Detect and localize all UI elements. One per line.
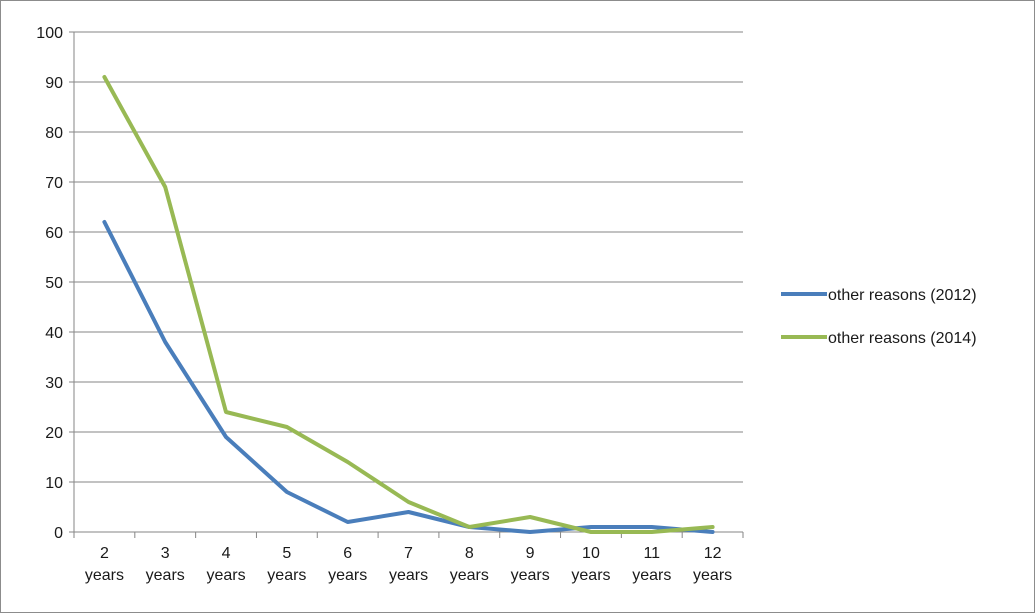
data-point [406,509,412,515]
data-point [527,529,533,535]
data-point [223,434,229,440]
x-tick-label: 6 years [328,545,367,584]
data-point [101,74,107,80]
x-tick-label: 8 years [450,545,489,584]
x-tick-label: 7 years [389,545,428,584]
y-tick-label: 20 [45,425,63,442]
x-tick-label: 4 years [206,545,245,584]
x-tick-label: 3 years [146,545,185,584]
x-tick-label: 12 years [693,545,732,584]
data-point [284,489,290,495]
legend-label-2: other reasons (2014) [828,330,977,347]
y-tick-label: 0 [54,525,63,542]
series-lines [101,74,716,535]
y-tick-label: 30 [45,375,63,392]
data-point [223,409,229,415]
y-tick-label: 70 [45,175,63,192]
x-tick-label: 10 years [571,545,610,584]
data-point [162,339,168,345]
data-point [710,524,716,530]
data-point [527,514,533,520]
data-point [345,519,351,525]
gridlines [74,31,743,483]
data-point [466,524,472,530]
x-tick-label: 2 years [85,545,124,584]
legend: other reasons (2012) other reasons (2014) [781,287,977,347]
x-tick-label: 9 years [511,545,550,584]
y-tick-label: 60 [45,225,63,242]
series-line-2 [102,75,715,534]
x-tick-labels: 2 years 3 years 4 years 5 years 6 years 7 years 8 yea… [85,545,732,584]
data-point [162,184,168,190]
y-tick-label: 90 [45,75,63,92]
y-tick-label: 80 [45,125,63,142]
data-point [345,459,351,465]
y-tick-label: 100 [36,25,63,42]
data-point [284,424,290,430]
series-line-1 [102,220,715,534]
y-tick-label: 50 [45,275,63,292]
data-point [406,499,412,505]
legend-label-1: other reasons (2012) [828,287,977,304]
x-tick-label: 5 years [267,545,306,584]
data-point [588,529,594,535]
data-point [101,219,107,225]
axes [69,31,744,538]
y-tick-label: 10 [45,475,63,492]
y-tick-label: 40 [45,325,63,342]
x-tick-label: 11 years [632,545,671,584]
data-point [649,529,655,535]
y-tick-labels: 0 10 20 30 40 50 60 70 80 90 100 [36,25,63,542]
